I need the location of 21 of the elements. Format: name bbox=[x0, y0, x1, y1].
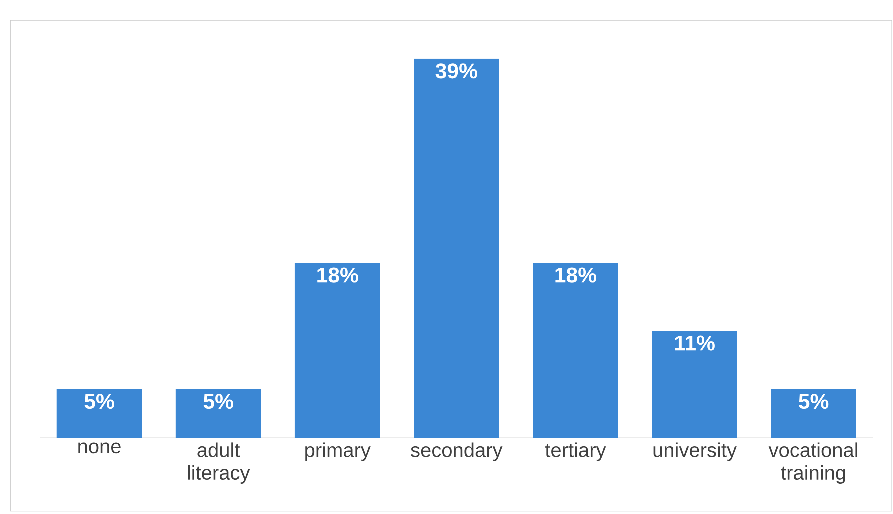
bar bbox=[771, 389, 856, 438]
bar bbox=[176, 389, 262, 438]
bar bbox=[533, 263, 618, 438]
bar bbox=[294, 263, 380, 438]
data-label: 11% bbox=[675, 336, 715, 351]
data-label: 5% bbox=[84, 394, 114, 410]
bar bbox=[414, 58, 500, 438]
data-label: 39% bbox=[436, 64, 478, 79]
x-tick-label: vocational training bbox=[768, 442, 858, 484]
x-tick-label: tertiary bbox=[545, 442, 606, 462]
bar bbox=[652, 331, 738, 438]
data-label: 18% bbox=[318, 268, 358, 283]
x-tick-label: none bbox=[78, 442, 121, 454]
x-tick-label: adult literacy bbox=[188, 442, 250, 484]
data-label: 5% bbox=[799, 394, 829, 410]
data-label: 5% bbox=[204, 394, 234, 410]
x-tick-label: secondary bbox=[411, 442, 503, 462]
x-tick-label: primary bbox=[306, 442, 371, 462]
data-label: 18% bbox=[556, 268, 596, 283]
bar bbox=[56, 389, 142, 438]
x-tick-label: university bbox=[654, 442, 737, 462]
